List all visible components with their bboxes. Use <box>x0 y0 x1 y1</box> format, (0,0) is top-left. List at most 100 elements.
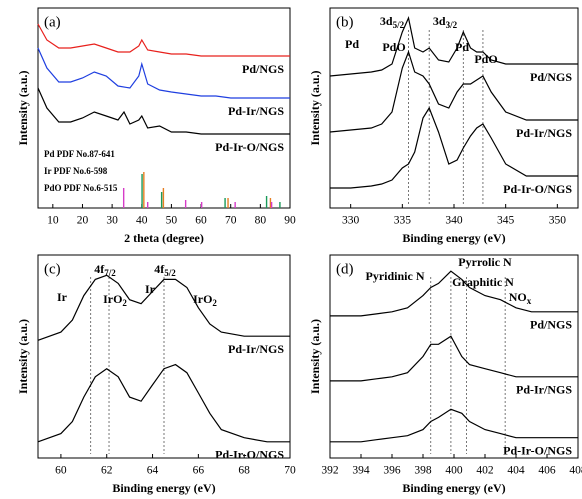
annotation-text: 3d <box>433 14 446 28</box>
x-tick-label: 90 <box>284 215 296 227</box>
pdf-label: PdO PDF No.6-515 <box>44 183 118 193</box>
annotation-text: Pyrrolic N <box>458 255 512 269</box>
panel-label: (d) <box>336 261 354 277</box>
annotation-text: Graphitic N <box>452 275 514 289</box>
annotation: IrO2 <box>193 292 217 308</box>
annotation: Pd <box>455 40 469 54</box>
x-tick-label: 70 <box>284 465 296 477</box>
panel: 10 20 30 40 50 60 70 80 90 2 theta (degree) Intens… <box>16 7 296 245</box>
annotation-subscript: 7/2 <box>104 268 116 278</box>
y-axis-label: Intensity (a.u.) <box>308 319 322 394</box>
annotation-subscript: 5/2 <box>164 268 176 278</box>
x-tick-label: 20 <box>77 215 89 227</box>
y-axis-label: Intensity (a.u.) <box>16 70 30 145</box>
panel-label: (a) <box>44 14 61 30</box>
series-label: Pd-Ir/NGS <box>516 383 572 397</box>
annotation: 3d5/2 <box>380 14 405 30</box>
annotation-text: IrO <box>103 292 122 306</box>
annotation: IrO2 <box>103 292 127 308</box>
spectrum-line <box>37 23 290 57</box>
x-axis-label: Binding energy (eV) <box>112 481 215 495</box>
x-tick-label: 64 <box>147 465 159 477</box>
panel: 60 62 64 66 68 70 Binding energy (eV) Intensity… <box>16 254 296 495</box>
x-tick-label: 330 <box>342 215 360 227</box>
annotation-subscript: x <box>527 296 532 306</box>
series-label: Pd/NGS <box>530 318 572 332</box>
panel: 392 394 396 398 400 402 404 406 408 Binding energ… <box>308 254 582 495</box>
annotation-text: Pyridinic N <box>366 269 425 283</box>
spectrum-line <box>37 363 290 443</box>
series-label: Pd/NGS <box>242 62 284 76</box>
annotation: 4f5/2 <box>154 262 176 278</box>
series-label: Pd-Ir-O/NGS <box>503 443 572 457</box>
plot-frame <box>37 254 291 459</box>
series-label: Pd-Ir-O/NGS <box>215 448 284 462</box>
annotation-subscript: 2 <box>212 298 217 308</box>
pdf-label: Ir PDF No.6-598 <box>44 166 108 176</box>
annotation-text: Pd <box>345 37 359 51</box>
annotation-text: Pd <box>455 40 469 54</box>
x-axis-label: 2 theta (degree) <box>124 231 204 245</box>
panel: 330 335 340 345 350 Binding energy (eV) Intens… <box>308 7 579 245</box>
annotation: NOx <box>509 290 532 306</box>
x-tick-label: 396 <box>383 465 401 477</box>
x-tick-label: 408 <box>569 465 582 477</box>
x-tick-label: 68 <box>238 465 250 477</box>
spectrum-line <box>330 106 578 189</box>
annotation: PdO <box>382 40 405 54</box>
y-axis-label: Intensity (a.u.) <box>16 319 30 394</box>
x-tick-label: 350 <box>549 215 567 227</box>
annotation: Graphitic N <box>452 275 514 289</box>
pdf-label: Pd PDF No.87-641 <box>44 149 115 159</box>
annotation-text: 4f <box>94 262 105 276</box>
annotation-text: IrO <box>193 292 212 306</box>
series-label: Pd-Ir-O/NGS <box>215 140 284 154</box>
x-tick-label: 406 <box>538 465 556 477</box>
spectrum-line <box>37 47 290 99</box>
x-tick-label: 60 <box>195 215 207 227</box>
annotation: 4f7/2 <box>94 262 116 278</box>
x-tick-label: 62 <box>101 465 113 477</box>
annotation: Ir <box>145 282 156 296</box>
spectrum-line <box>37 274 290 341</box>
annotation-text: 3d <box>380 14 393 28</box>
series-label: Pd-Ir-O/NGS <box>503 182 572 196</box>
annotation-text: PdO <box>474 52 497 66</box>
x-tick-label: 30 <box>106 215 118 227</box>
annotation: Ir <box>57 290 68 304</box>
annotation: Pyridinic N <box>366 269 425 283</box>
y-axis-label: Intensity (a.u.) <box>308 70 322 145</box>
annotation-text: PdO <box>382 40 405 54</box>
plot-frame <box>329 7 579 209</box>
annotation-subscript: 5/2 <box>393 20 405 30</box>
x-tick-label: 60 <box>55 465 67 477</box>
panel-label: (b) <box>336 14 354 30</box>
x-tick-label: 394 <box>352 465 370 477</box>
x-tick-label: 50 <box>166 215 178 227</box>
spectrum-line <box>330 335 578 382</box>
series-label: Pd/NGS <box>530 70 572 84</box>
x-tick-label: 345 <box>497 215 515 227</box>
annotation-text: 4f <box>154 262 165 276</box>
series-label: Pd-Ir/NGS <box>228 104 284 118</box>
x-tick-label: 40 <box>136 215 148 227</box>
spectrum-line <box>329 16 578 77</box>
spectrum-line <box>329 50 578 133</box>
series-label: Pd-Ir/NGS <box>516 126 572 140</box>
x-tick-label: 10 <box>47 215 59 227</box>
x-tick-label: 392 <box>321 465 339 477</box>
x-tick-label: 398 <box>414 465 432 477</box>
annotation-text: NO <box>509 290 527 304</box>
x-axis-label: Binding energy (eV) <box>402 481 505 495</box>
x-tick-label: 340 <box>445 215 463 227</box>
annotation: PdO <box>474 52 497 66</box>
x-axis-label: Binding energy (eV) <box>402 231 505 245</box>
spectrum-line <box>330 270 578 317</box>
spectrum-line <box>330 408 578 443</box>
x-tick-label: 335 <box>394 215 412 227</box>
annotation: Pyrrolic N <box>458 255 512 269</box>
annotation-subscript: 3/2 <box>446 20 458 30</box>
annotation-text: Ir <box>145 282 156 296</box>
x-tick-label: 70 <box>225 215 237 227</box>
series-label: Pd-Ir/NGS <box>228 342 284 356</box>
